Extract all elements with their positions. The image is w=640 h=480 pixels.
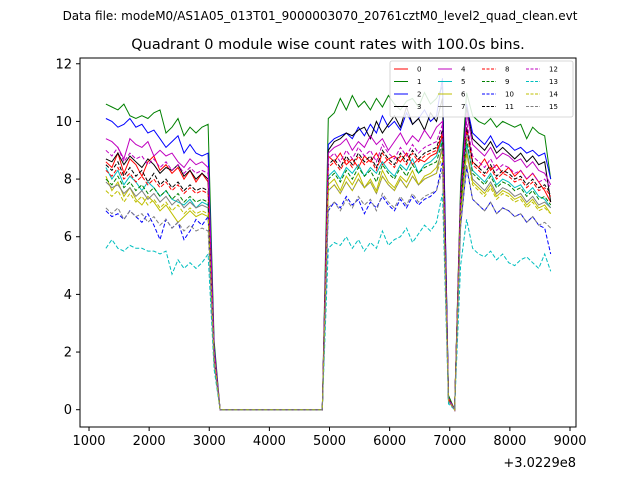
legend-label-12: 12 xyxy=(549,66,558,74)
legend-label-2: 2 xyxy=(417,91,421,99)
x-tick-label: 8000 xyxy=(493,434,526,449)
series-line-9 xyxy=(105,138,552,412)
y-tick-label: 6 xyxy=(64,230,72,245)
series-line-2 xyxy=(105,78,552,412)
series-layer xyxy=(105,78,552,412)
series-line-4 xyxy=(105,112,552,412)
y-tick-label: 4 xyxy=(64,288,72,303)
legend-label-11: 11 xyxy=(505,103,514,111)
x-tick-label: 7000 xyxy=(433,434,466,449)
y-tick-label: 2 xyxy=(64,346,72,361)
x-tick-label: 2000 xyxy=(133,434,166,449)
figure-suptitle: Data file: modeM0/AS1A05_013T01_90000030… xyxy=(63,9,578,23)
series-line-12 xyxy=(105,121,552,412)
legend-label-10: 10 xyxy=(505,91,514,99)
legend-label-6: 6 xyxy=(461,91,466,99)
series-line-14 xyxy=(105,153,552,412)
x-tick-label: 1000 xyxy=(72,434,105,449)
series-line-15 xyxy=(105,164,552,412)
x-tick-label: 6000 xyxy=(373,434,406,449)
series-line-13 xyxy=(105,193,552,411)
series-line-6 xyxy=(105,150,552,412)
x-tick-label: 4000 xyxy=(253,434,286,449)
legend-label-15: 15 xyxy=(549,103,558,111)
legend-label-3: 3 xyxy=(417,103,421,111)
series-line-0 xyxy=(105,127,552,412)
legend-label-14: 14 xyxy=(549,91,558,99)
y-tick-label: 8 xyxy=(64,173,72,188)
series-line-8 xyxy=(105,130,552,412)
x-tick-label: 3000 xyxy=(193,434,226,449)
legend-frame xyxy=(389,60,574,118)
y-tick-label: 12 xyxy=(55,57,72,72)
plot-frame xyxy=(79,57,577,428)
series-line-11 xyxy=(105,127,552,412)
legend-label-8: 8 xyxy=(505,66,509,74)
x-axis: 1000 2000 3000 4000 5000 6000 7000 8000 9000 xyxy=(72,427,587,449)
y-tick-label: 0 xyxy=(64,403,72,418)
legend-label-1: 1 xyxy=(417,78,421,86)
y-tick-label: 10 xyxy=(55,115,72,130)
legend-label-7: 7 xyxy=(461,103,465,111)
legend-label-9: 9 xyxy=(505,78,509,86)
series-line-1 xyxy=(105,86,552,411)
x-tick-label: 5000 xyxy=(313,434,346,449)
series-line-3 xyxy=(105,98,552,412)
chart-title: Quadrant 0 module wise count rates with … xyxy=(131,37,525,53)
series-line-7 xyxy=(105,144,552,412)
series-line-10 xyxy=(105,161,552,412)
legend-label-0: 0 xyxy=(417,66,421,74)
x-offset-label: +3.0229e8 xyxy=(503,456,576,471)
y-axis: 0 2 4 6 8 10 12 xyxy=(55,57,80,418)
legend-label-5: 5 xyxy=(461,78,465,86)
legend-label-13: 13 xyxy=(549,78,558,86)
x-tick-label: 9000 xyxy=(553,434,586,449)
legend-label-4: 4 xyxy=(461,66,466,74)
